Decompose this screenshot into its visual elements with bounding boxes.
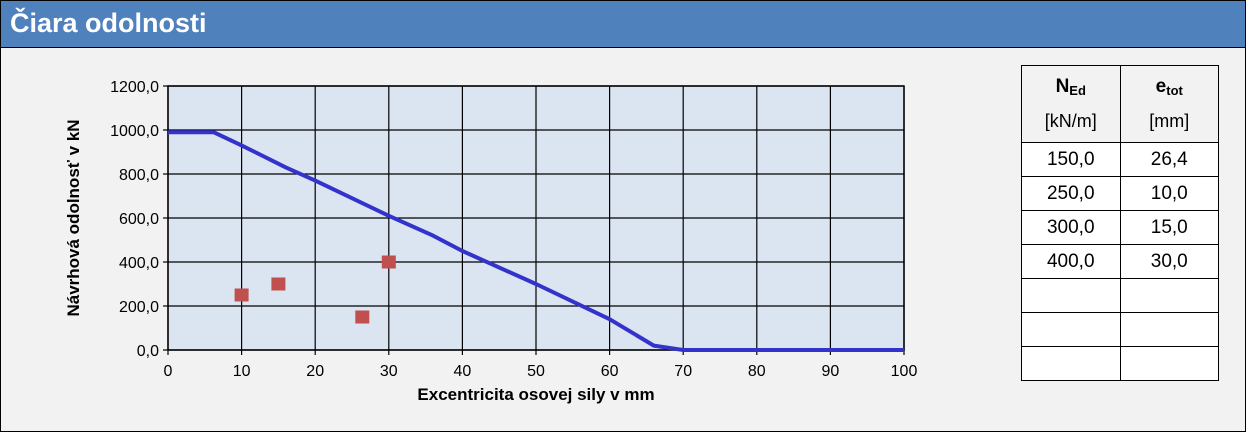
y-tick-label: 200,0 bbox=[119, 299, 159, 316]
x-tick-label: 80 bbox=[748, 363, 766, 380]
etot-name: e bbox=[1155, 76, 1167, 97]
table-cell[interactable] bbox=[1119, 346, 1219, 381]
data-point bbox=[355, 310, 370, 324]
table-row: 300,0 15,0 bbox=[1021, 210, 1219, 245]
table-cell[interactable]: 26,4 bbox=[1119, 142, 1219, 177]
ned-unit: [kN/m] bbox=[1044, 111, 1097, 131]
x-tick-label: 40 bbox=[454, 363, 472, 380]
header-ned: NEd [kN/m] bbox=[1021, 65, 1121, 143]
x-axis-label: Excentricita osovej sily v mm bbox=[417, 385, 654, 404]
table-cell[interactable] bbox=[1021, 346, 1121, 381]
x-tick-label: 30 bbox=[380, 363, 398, 380]
y-tick-label: 1200,0 bbox=[110, 79, 159, 96]
data-point bbox=[234, 288, 249, 302]
etot-sub: tot bbox=[1166, 83, 1183, 98]
y-tick-label: 800,0 bbox=[119, 167, 159, 184]
load-table: NEd [kN/m] etot [mm] 150,0 26,4 250,0 10,0… bbox=[1021, 65, 1219, 381]
table-cell[interactable] bbox=[1119, 278, 1219, 313]
table-row: 250,0 10,0 bbox=[1021, 176, 1219, 211]
table-cell[interactable]: 250,0 bbox=[1021, 176, 1121, 211]
x-tick-label: 10 bbox=[233, 363, 251, 380]
ned-sub: Ed bbox=[1069, 83, 1086, 98]
etot-unit: [mm] bbox=[1149, 111, 1190, 131]
y-tick-label: 600,0 bbox=[119, 211, 159, 228]
table-cell[interactable]: 300,0 bbox=[1021, 210, 1121, 245]
y-tick-label: 400,0 bbox=[119, 255, 159, 272]
table-cell[interactable]: 400,0 bbox=[1021, 244, 1121, 279]
x-tick-label: 50 bbox=[527, 363, 545, 380]
table-cell[interactable]: 150,0 bbox=[1021, 142, 1121, 177]
y-tick-label: 0,0 bbox=[137, 343, 159, 360]
table-cell[interactable] bbox=[1021, 278, 1121, 313]
panel-header: Čiara odolnosti bbox=[1, 1, 1245, 48]
table-row bbox=[1021, 278, 1219, 313]
x-tick-label: 100 bbox=[891, 363, 918, 380]
resistance-line bbox=[168, 130, 904, 352]
x-tick-label: 60 bbox=[601, 363, 619, 380]
ned-name: N bbox=[1055, 76, 1070, 97]
data-point bbox=[271, 277, 286, 291]
y-tick-label: 1000,0 bbox=[110, 123, 159, 140]
table-row: 400,0 30,0 bbox=[1021, 244, 1219, 279]
data-point bbox=[381, 255, 396, 269]
table-row bbox=[1021, 346, 1219, 381]
table-cell[interactable] bbox=[1021, 312, 1121, 347]
table-cell[interactable] bbox=[1119, 312, 1219, 347]
table-cell[interactable]: 10,0 bbox=[1119, 176, 1219, 211]
x-tick-label: 70 bbox=[674, 363, 692, 380]
resistance-chart: 0 10 20 30 40 50 60 70 80 90 1000,0200,0400,0600,0… bbox=[64, 79, 918, 404]
panel-title: Čiara odolnosti bbox=[10, 8, 207, 38]
x-tick-label: 20 bbox=[306, 363, 324, 380]
x-tick-label: 90 bbox=[822, 363, 840, 380]
table-cell[interactable]: 15,0 bbox=[1119, 210, 1219, 245]
x-tick-label: 0 bbox=[164, 363, 173, 380]
header-etot: etot [mm] bbox=[1119, 65, 1219, 143]
y-axis-label: Návrhová odolnosť v kN bbox=[64, 119, 83, 316]
table-row bbox=[1021, 312, 1219, 347]
table-cell[interactable]: 30,0 bbox=[1119, 244, 1219, 279]
table-row: 150,0 26,4 bbox=[1021, 142, 1219, 177]
